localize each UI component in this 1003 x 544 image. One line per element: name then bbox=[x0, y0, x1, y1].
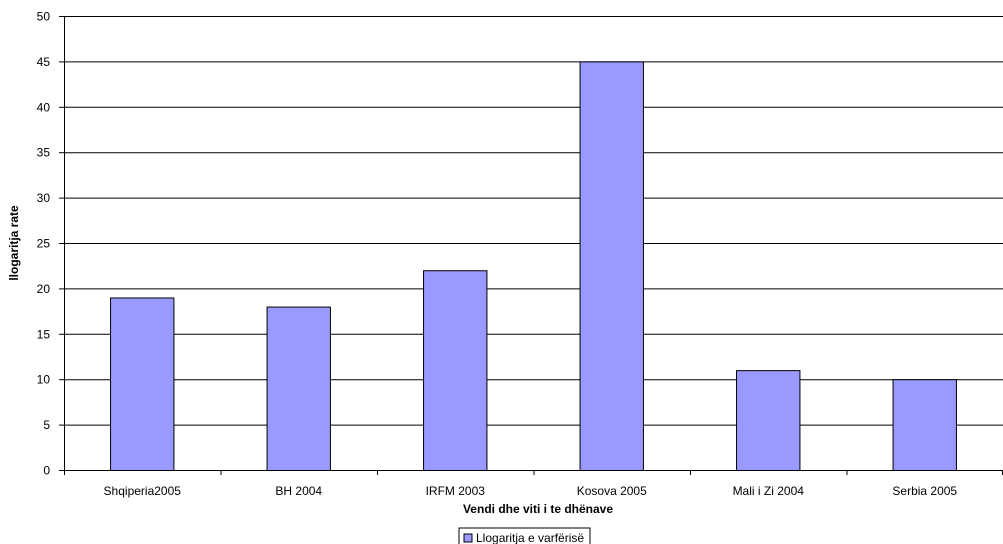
y-tick-label: 50 bbox=[37, 10, 51, 24]
y-tick-label: 30 bbox=[37, 191, 51, 205]
y-tick-label: 5 bbox=[43, 418, 50, 432]
y-tick-label: 35 bbox=[37, 146, 51, 160]
y-tick-label: 0 bbox=[43, 464, 50, 478]
y-tick-label: 15 bbox=[37, 327, 51, 341]
bar bbox=[736, 370, 801, 471]
x-axis-title: Vendi dhe viti i te dhënave bbox=[463, 502, 613, 516]
bar bbox=[579, 61, 644, 472]
y-tick-labels: 0 5 10 15 20 25 30 35 40 45 50 bbox=[37, 10, 51, 478]
legend: Llogaritja e varfërisë bbox=[458, 527, 591, 544]
legend-swatch bbox=[463, 533, 473, 543]
bars bbox=[110, 61, 957, 472]
x-tick-label: Mali i Zi 2004 bbox=[733, 484, 805, 498]
bar bbox=[892, 379, 957, 472]
x-tick-label: Shqiperia2005 bbox=[104, 484, 182, 498]
bar bbox=[110, 297, 175, 472]
gridlines bbox=[64, 16, 1003, 426]
x-tick-label: Kosova 2005 bbox=[577, 484, 647, 498]
x-tick-label: IRFM 2003 bbox=[426, 484, 486, 498]
y-tick-label: 10 bbox=[37, 373, 51, 387]
x-tick-labels: Shqiperia2005 BH 2004 IRFM 2003 Kosova 2005… bbox=[104, 484, 958, 498]
x-tick-label: Serbia 2005 bbox=[892, 484, 957, 498]
y-tick-label: 25 bbox=[37, 237, 51, 251]
legend-box bbox=[458, 527, 591, 544]
y-tick-label: 40 bbox=[37, 100, 51, 114]
y-tick-label: 20 bbox=[37, 282, 51, 296]
bar bbox=[266, 306, 331, 471]
bar bbox=[423, 270, 488, 471]
y-axis-title: llogaritja rate bbox=[7, 205, 21, 281]
axes bbox=[59, 16, 1003, 475]
x-tick-label: BH 2004 bbox=[275, 484, 322, 498]
y-tick-label: 45 bbox=[37, 55, 51, 69]
legend-label: Llogaritja e varfërisë bbox=[476, 531, 584, 544]
